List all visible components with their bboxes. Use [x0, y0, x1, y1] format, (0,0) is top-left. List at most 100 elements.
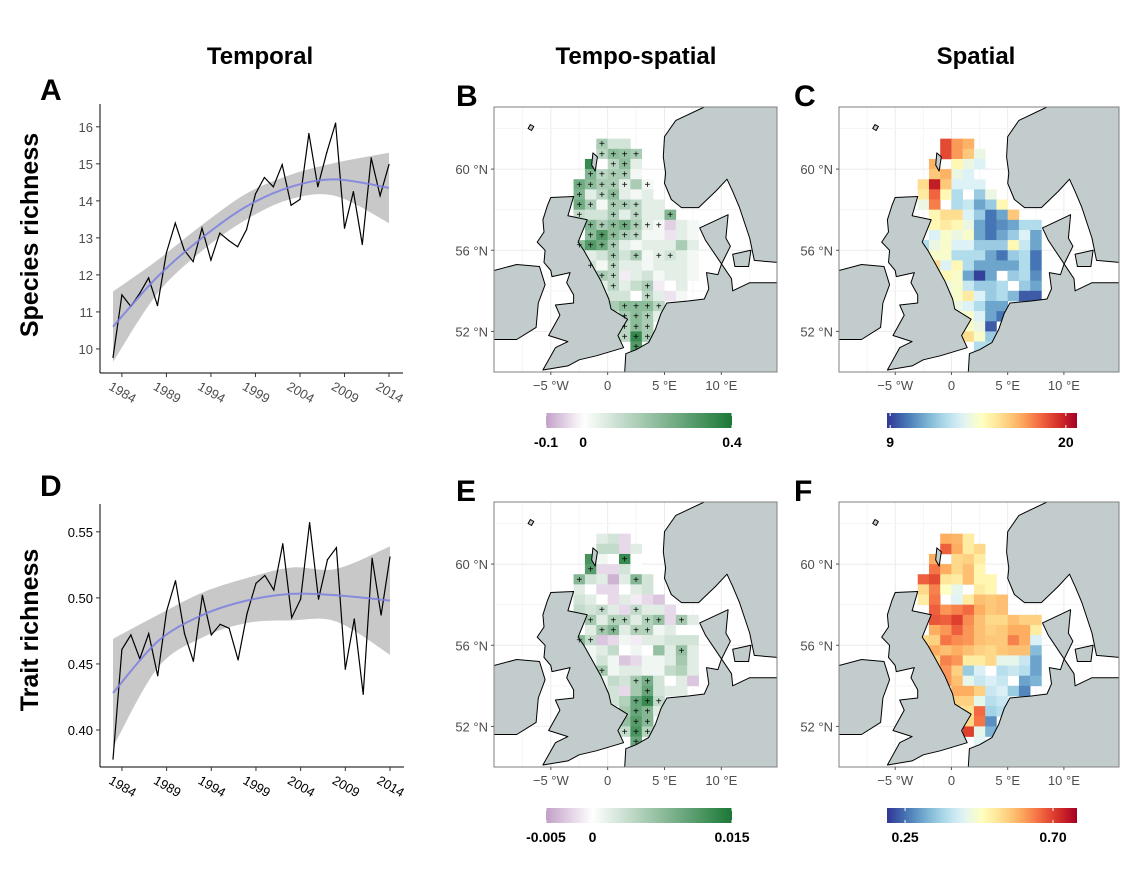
grid-cell [985, 260, 997, 271]
grid-cell [973, 209, 986, 221]
grid-cell [619, 706, 631, 717]
grid-cell [630, 189, 643, 200]
significance-marker: + [588, 261, 594, 272]
grid-cell [951, 260, 963, 271]
grid-cell [653, 270, 665, 281]
significance-marker: + [588, 220, 594, 231]
significance-marker: + [645, 676, 651, 687]
grid-cell [641, 685, 654, 697]
data-point [379, 195, 381, 197]
grid-cell [641, 635, 654, 646]
grid-cell [940, 543, 952, 555]
grid-cell [985, 685, 997, 697]
grid-cell [664, 614, 677, 626]
grid-cell [584, 604, 597, 616]
grid-cell [630, 270, 643, 281]
colorbar: -0.1 0 0.4 [534, 413, 742, 450]
grid-cell [985, 331, 997, 342]
grid-cell [584, 564, 597, 575]
grid-cell [607, 280, 620, 292]
data-point [228, 627, 230, 629]
grid-cell [607, 543, 620, 555]
grid-cell [596, 219, 608, 231]
grid-cell [630, 240, 643, 251]
data-point [299, 198, 301, 200]
grid-cell [641, 655, 654, 666]
significance-marker: + [633, 737, 639, 748]
grid-cell [653, 260, 665, 271]
grid-cell [619, 240, 631, 251]
grid-cell [641, 270, 654, 281]
significance-marker: + [622, 322, 628, 333]
significance-marker: + [633, 312, 639, 323]
data-point [388, 163, 390, 166]
significance-marker: + [599, 271, 605, 282]
significance-marker: + [633, 231, 639, 242]
grid-cell [641, 574, 654, 585]
grid-cell [641, 260, 654, 271]
grid-cell [596, 604, 608, 616]
panel-letter-b: B [456, 80, 478, 113]
grid-cell [675, 624, 688, 636]
grid-cell [962, 624, 975, 636]
grid-cell [1007, 209, 1020, 221]
data-point [183, 249, 185, 251]
significance-marker: + [679, 615, 685, 626]
grid-cell [962, 645, 975, 656]
grid-cell [996, 685, 1008, 697]
lat-tick-label: 56 °N [455, 243, 488, 258]
lon-tick-label: 0 [604, 378, 611, 393]
grid-cell [973, 635, 986, 646]
grid-cell [1018, 624, 1031, 636]
data-point [300, 598, 302, 600]
grid-cell [928, 604, 941, 616]
grid-cell [596, 533, 608, 545]
grid-cell [996, 219, 1008, 231]
significance-marker: + [622, 332, 628, 343]
grid-cell [1007, 624, 1020, 636]
grid-cell [619, 321, 631, 332]
grid-cell [675, 675, 688, 687]
grid-cell [940, 624, 952, 636]
y-tick-label: 14 [79, 194, 93, 209]
grid-cell [985, 250, 997, 261]
grid-cell [940, 533, 952, 545]
grid-cell [996, 300, 1008, 312]
grid-cell [630, 179, 643, 190]
significance-marker: + [622, 180, 628, 191]
data-point [219, 623, 221, 625]
grid-cell [1007, 290, 1020, 302]
grid-cell [687, 270, 699, 281]
grid-cell [1018, 240, 1031, 251]
lon-tick-label: −5 °W [533, 773, 570, 788]
grid-cell [584, 240, 597, 251]
grid-cell [940, 614, 952, 626]
significance-marker: + [633, 676, 639, 687]
grid-cell [573, 594, 586, 605]
land-mass [527, 124, 535, 131]
lat-tick-label: 52 °N [455, 324, 488, 339]
grid-cell [653, 240, 665, 251]
significance-marker: + [656, 697, 662, 708]
grid-cell [607, 138, 620, 150]
grid-cell [951, 250, 963, 261]
grid-cell [973, 543, 986, 555]
grid-cell [607, 229, 620, 241]
grid-cell [962, 695, 975, 707]
grid-cell [1030, 645, 1042, 656]
colorbar-label: 0.25 [891, 829, 918, 845]
grid-cell [630, 300, 643, 312]
grid-cell [607, 604, 620, 616]
grid-cell [607, 148, 620, 160]
grid-cell [928, 240, 941, 251]
x-tick-label: 1989 [151, 379, 184, 406]
grid-cell [1030, 635, 1042, 646]
significance-marker: + [645, 626, 651, 637]
data-point [308, 521, 311, 524]
grid-cell [985, 311, 997, 322]
map-area: +++ ++ ++ + + + + ++ + + ++ ++++ +++ + ++ ++ ++ + ++ [494, 502, 777, 767]
grid-cell [630, 655, 643, 666]
significance-marker: + [622, 200, 628, 211]
grid-cell [573, 199, 586, 210]
panel-letter-a: A [40, 74, 62, 107]
